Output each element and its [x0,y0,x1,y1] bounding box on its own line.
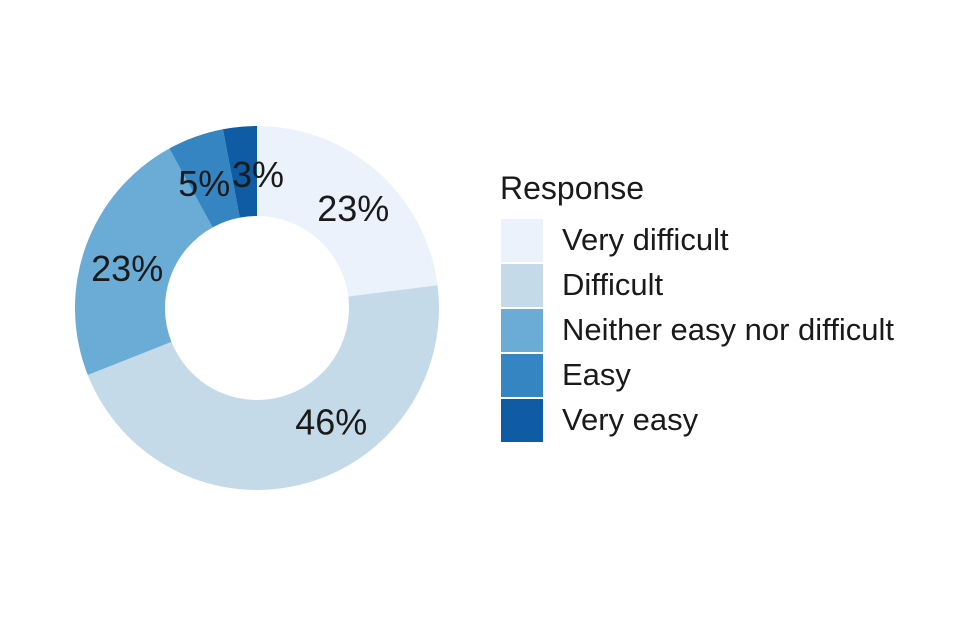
legend-items: Very difficult Difficult Neither easy nor … [500,217,894,443]
legend: Response Very difficult Difficult Neither … [500,170,894,443]
donut-chart: 23% 46% 23% 5% 3% [74,126,439,490]
donut-slice-labels: 23% 46% 23% 5% 3% [91,154,389,442]
legend-label-neither-easy-nor-difficult: Neither easy nor difficult [562,312,894,348]
legend-swatch-easy [500,352,544,398]
legend-swatch-neither-easy-nor-difficult [500,307,544,353]
legend-swatch-very-difficult [500,217,544,263]
legend-item-very-difficult: Very difficult [500,217,894,263]
legend-label-very-easy: Very easy [562,402,699,438]
slice-label-neither-easy-nor-difficult: 23% [91,248,163,289]
slice-label-very-easy: 3% [232,154,284,195]
legend-item-easy: Easy [500,352,894,398]
slice-label-very-difficult: 23% [317,188,389,229]
donut-slice-neither-easy-nor-difficult [74,148,213,375]
legend-item-difficult: Difficult [500,262,894,308]
donut-slice-very-difficult [257,126,438,297]
legend-swatch-very-easy [500,397,544,443]
donut-slice-difficult [87,285,439,490]
legend-title: Response [500,170,645,206]
legend-swatch-difficult [500,262,544,308]
donut-slice-easy [169,129,240,228]
slice-label-easy: 5% [178,163,230,204]
legend-label-difficult: Difficult [562,267,664,303]
donut-slice-very-easy [222,126,257,218]
legend-label-very-difficult: Very difficult [562,222,729,258]
legend-item-very-easy: Very easy [500,397,894,443]
legend-label-easy: Easy [562,357,631,393]
donut-slices [74,126,439,490]
legend-item-neither-easy-nor-difficult: Neither easy nor difficult [500,307,894,353]
slice-label-difficult: 46% [295,401,367,442]
